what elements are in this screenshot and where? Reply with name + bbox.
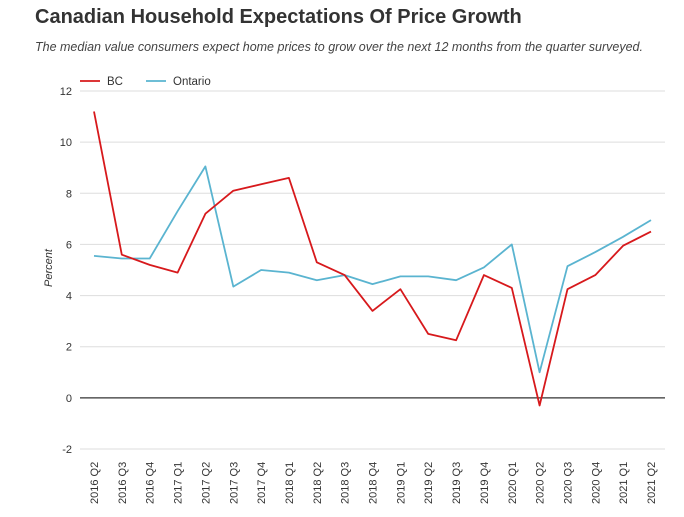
y-tick-label: -2 xyxy=(62,444,72,456)
x-tick-label: 2019 Q2 xyxy=(423,462,435,504)
x-tick-label: 2017 Q4 xyxy=(256,462,268,504)
series-lines xyxy=(93,111,652,407)
y-tick-label: 8 xyxy=(66,188,72,200)
x-tick-label: 2018 Q4 xyxy=(368,462,380,504)
x-tick-label: 2016 Q3 xyxy=(117,462,129,504)
x-tick-label: 2017 Q2 xyxy=(200,462,212,504)
x-tick-label: 2020 Q4 xyxy=(590,462,602,504)
x-tick-label: 2018 Q1 xyxy=(284,462,296,504)
y-tick-label: 10 xyxy=(60,137,72,149)
y-tick-label: 2 xyxy=(66,342,72,354)
x-tick-label: 2016 Q2 xyxy=(89,462,101,504)
series-line-ontario xyxy=(93,165,652,374)
x-tick-label: 2019 Q3 xyxy=(451,462,463,504)
x-axis-ticks: 2016 Q2 2016 Q3 2016 Q4 2017 Q1 2017 Q2 2017 … xyxy=(89,462,658,504)
legend: BC Ontario xyxy=(80,76,211,88)
x-tick-label: 2020 Q2 xyxy=(535,462,547,504)
gridlines xyxy=(80,90,665,450)
chart-title: Canadian Household Expectations Of Price… xyxy=(35,6,522,28)
x-tick-label: 2021 Q1 xyxy=(618,462,630,504)
legend-label-bc: BC xyxy=(107,76,123,88)
x-tick-label: 2021 Q2 xyxy=(646,462,658,504)
x-tick-label: 2017 Q3 xyxy=(228,462,240,504)
y-axis-ticks: -2 0 2 4 6 8 10 12 xyxy=(60,86,72,456)
legend-label-ontario: Ontario xyxy=(173,76,211,88)
x-tick-label: 2018 Q3 xyxy=(340,462,352,504)
x-tick-label: 2019 Q1 xyxy=(395,462,407,504)
y-tick-label: 0 xyxy=(66,393,72,405)
x-tick-label: 2018 Q2 xyxy=(312,462,324,504)
series-line-bc xyxy=(93,111,652,407)
y-axis-label: Percent xyxy=(43,248,55,287)
x-tick-label: 2016 Q4 xyxy=(145,462,157,504)
y-tick-label: 6 xyxy=(66,239,72,251)
x-tick-label: 2019 Q4 xyxy=(479,462,491,504)
y-tick-label: 4 xyxy=(66,291,72,303)
chart-subtitle: The median value consumers expect home p… xyxy=(35,40,643,54)
y-tick-label: 12 xyxy=(60,86,72,98)
x-tick-label: 2020 Q1 xyxy=(507,462,519,504)
x-tick-label: 2017 Q1 xyxy=(173,462,185,504)
x-tick-label: 2020 Q3 xyxy=(562,462,574,504)
